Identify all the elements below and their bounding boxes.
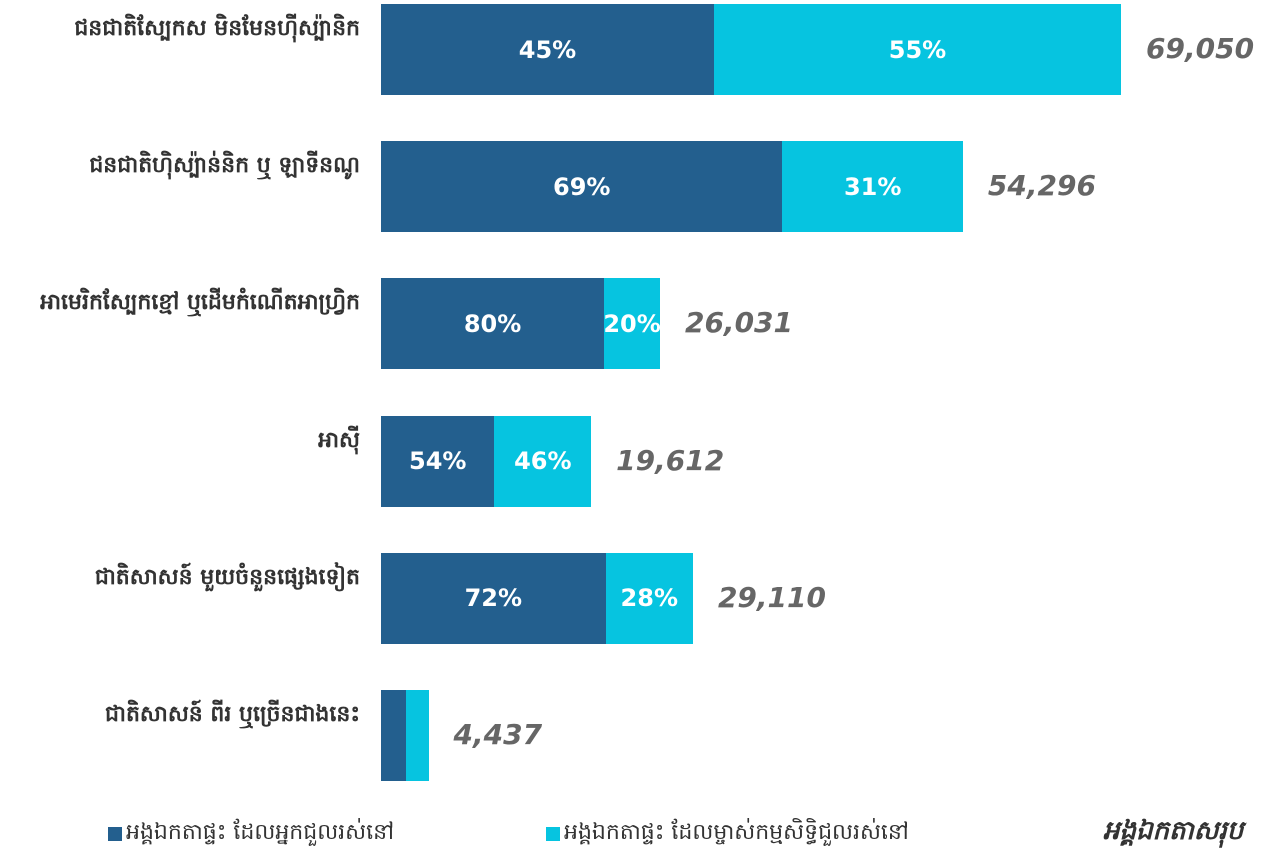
bar-segment: 28% bbox=[605, 552, 693, 644]
bar-segment: 55% bbox=[714, 4, 1121, 95]
legend-label: អង្គឯកតាផ្ទះ ដែលម្ចាស់កម្មសិទ្ធិជួលរស់នៅ bbox=[564, 820, 909, 845]
total-label: 69,050 bbox=[1146, 32, 1255, 65]
legend-label: អង្គឯកតាផ្ទះ ដែលអ្នកជួលរស់នៅ bbox=[126, 820, 395, 845]
value-label: 28% bbox=[620, 584, 678, 613]
value-label: 69% bbox=[553, 172, 611, 201]
value-label: 80% bbox=[463, 309, 522, 338]
category-label: ជាតិសាសន៍ ពីរ ឬច្រើនជាងនេះ bbox=[105, 702, 360, 727]
bar-segment: 46% bbox=[494, 415, 592, 507]
total-label: 29,110 bbox=[717, 580, 827, 614]
total-label: 4,437 bbox=[453, 718, 543, 751]
category-label: ជនជាតិហ៊ិស្ប៉ាន់និក ឬ ឡាទីនណូ bbox=[89, 153, 360, 179]
bar: 45% 55% bbox=[381, 4, 1121, 95]
bar-segment: 69% bbox=[381, 141, 783, 233]
bar-segment: 20% bbox=[603, 278, 661, 370]
bar-segment: 72% bbox=[381, 552, 606, 644]
category-label: អាស៊ី bbox=[318, 427, 360, 453]
value-label: 72% bbox=[464, 584, 523, 613]
category-label: អាមេរិកស្បែកខ្មៅ ឬដើមកំណើតអាហ្វ្រិក bbox=[40, 290, 360, 316]
bar-segment: 54% bbox=[381, 415, 495, 507]
total-label: 19,612 bbox=[616, 443, 725, 477]
legend-swatch bbox=[108, 827, 122, 841]
bar: 80% 20% bbox=[381, 278, 661, 370]
bar: 54% 46% bbox=[381, 415, 592, 507]
bar-segment bbox=[381, 690, 407, 781]
legend-total: អង្គឯកតាសរុប bbox=[1103, 816, 1244, 846]
bar-segment: 45% bbox=[381, 4, 714, 95]
bar bbox=[381, 690, 429, 781]
value-label: 54% bbox=[409, 447, 467, 476]
category-label: ជនជាតិស្បែកស មិនមែនហ៊ីស្ប៉ានិក bbox=[74, 16, 360, 41]
bar-segment bbox=[406, 690, 429, 781]
legend-item: អង្គឯកតាផ្ទះ ដែលអ្នកជួលរស់នៅ bbox=[108, 818, 394, 850]
value-label: 20% bbox=[603, 309, 661, 338]
value-label: 31% bbox=[843, 172, 902, 201]
bar-segment: 80% bbox=[381, 278, 605, 370]
bar-segment: 31% bbox=[782, 141, 963, 233]
legend-swatch bbox=[546, 827, 560, 841]
bar: 72% 28% bbox=[381, 552, 693, 644]
total-label: 26,031 bbox=[684, 306, 794, 340]
value-label: 46% bbox=[514, 447, 572, 476]
total-label: 54,296 bbox=[987, 169, 1096, 203]
value-label: 45% bbox=[518, 35, 577, 64]
legend-item: អង្គឯកតាផ្ទះ ដែលម្ចាស់កម្មសិទ្ធិជួលរស់នៅ bbox=[546, 818, 909, 850]
bar: 69% 31% bbox=[381, 141, 963, 233]
category-label: ជាតិសាសន៍ មួយចំនួនផ្សេងទៀត bbox=[94, 564, 360, 590]
value-label: 55% bbox=[888, 35, 947, 64]
